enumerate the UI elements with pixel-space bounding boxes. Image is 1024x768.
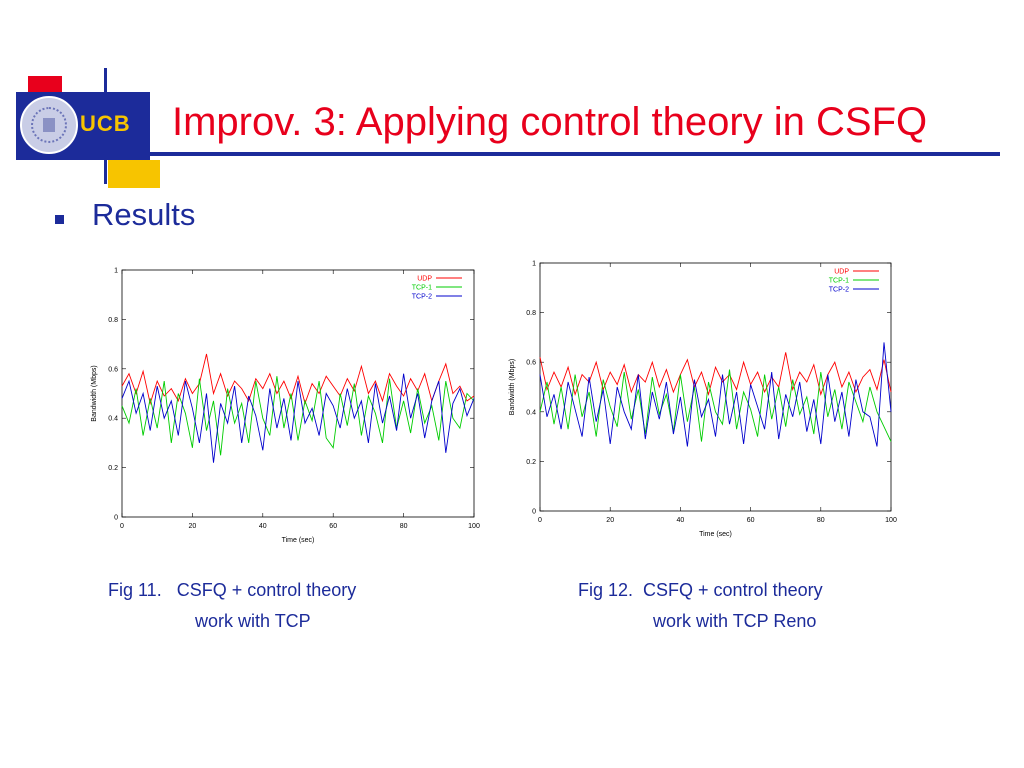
chart1-ytick-label: 1 [114, 268, 118, 275]
chart2-xtick-label: 40 [677, 517, 685, 524]
chart1-series-tcp-1-line [121, 376, 475, 456]
caption-fig12-line1: Fig 12. CSFQ + control theory [578, 580, 823, 600]
chart2-ytick-label: 1 [532, 261, 536, 268]
chart1-ytick-label: 0.4 [108, 416, 118, 423]
chart1-ytick-label: 0.2 [108, 465, 118, 472]
chart2-plot-frame [539, 262, 892, 512]
logo-seal-icon [20, 96, 78, 154]
chart1-xlabel: Time (sec) [282, 537, 315, 544]
chart-fig11-svg: 0 20 40 60 80 100 0 0.2 0.4 0.6 0.8 1 Time (sec) Band… [91, 268, 480, 545]
chart1-ylabel: Bandwidth (Mbps) [91, 365, 98, 421]
chart-fig12: 0 20 40 60 80 100 0 0.2 0.4 0.6 0.8 1 Time (sec) Band… [502, 255, 907, 547]
chart2-ytick-label: 0.6 [526, 360, 536, 367]
chart-fig12-svg: 0 20 40 60 80 100 0 0.2 0.4 0.6 0.8 1 Time (sec) Band… [509, 261, 897, 539]
chart1-series-tcp-2-line [121, 373, 475, 463]
chart2-legend-label: TCP-1 [829, 278, 849, 285]
chart-fig11: 0 20 40 60 80 100 0 0.2 0.4 0.6 0.8 1 Time (sec) Band… [82, 262, 482, 554]
chart2-xtick-label: 60 [747, 517, 755, 524]
chart1-xtick-label: 40 [259, 523, 267, 530]
chart2-series-udp-line [539, 352, 892, 397]
chart1-ytick-label: 0.8 [108, 317, 118, 324]
chart2-ytick-label: 0.2 [526, 459, 536, 466]
chart1-xtick-label: 100 [468, 523, 480, 530]
chart2-series-tcp-1-line [539, 369, 892, 442]
logo-yellow-block [108, 160, 160, 188]
title-underline [70, 152, 1000, 156]
chart1-xtick-label: 80 [400, 523, 408, 530]
chart1-series-udp-line [121, 353, 475, 406]
logo-text: UCB [80, 111, 131, 136]
chart1-ytick-label: 0.6 [108, 366, 118, 373]
slide-title: Improv. 3: Applying control theory in CS… [172, 100, 928, 144]
chart2-xtick-label: 20 [606, 517, 614, 524]
chart2-xtick-label: 80 [817, 517, 825, 524]
caption-fig12-line2: work with TCP Reno [653, 611, 817, 631]
chart2-xlabel: Time (sec) [699, 531, 732, 538]
chart1-plot-frame [121, 269, 475, 518]
chart2-ytick-label: 0 [532, 509, 536, 516]
chart1-ytick-label: 0 [114, 515, 118, 522]
caption-fig11-line1: Fig 11. CSFQ + control theory [108, 580, 357, 600]
chart2-legend-label: TCP-2 [829, 287, 849, 294]
chart2-xtick-label: 0 [538, 517, 542, 524]
chart2-ytick-label: 0.8 [526, 310, 536, 317]
bullet-results: Results [92, 197, 196, 232]
chart2-series-tcp-2-line [539, 342, 892, 447]
bullet-marker [55, 215, 64, 224]
ucb-logo: UCB [0, 0, 170, 190]
chart2-ytick-label: 0.4 [526, 409, 536, 416]
chart2-xtick-label: 100 [885, 517, 897, 524]
chart1-legend-label: TCP-2 [412, 294, 432, 301]
chart1-xtick-label: 60 [329, 523, 337, 530]
chart2-ylabel: Bandwidth (Mbps) [509, 359, 516, 415]
chart1-xtick-label: 20 [189, 523, 197, 530]
caption-fig11-line2: work with TCP [195, 611, 311, 631]
chart2-legend-label: UDP [834, 269, 849, 276]
chart1-legend-label: TCP-1 [412, 285, 432, 292]
chart1-xtick-label: 0 [120, 523, 124, 530]
chart1-legend-label: UDP [417, 276, 432, 283]
